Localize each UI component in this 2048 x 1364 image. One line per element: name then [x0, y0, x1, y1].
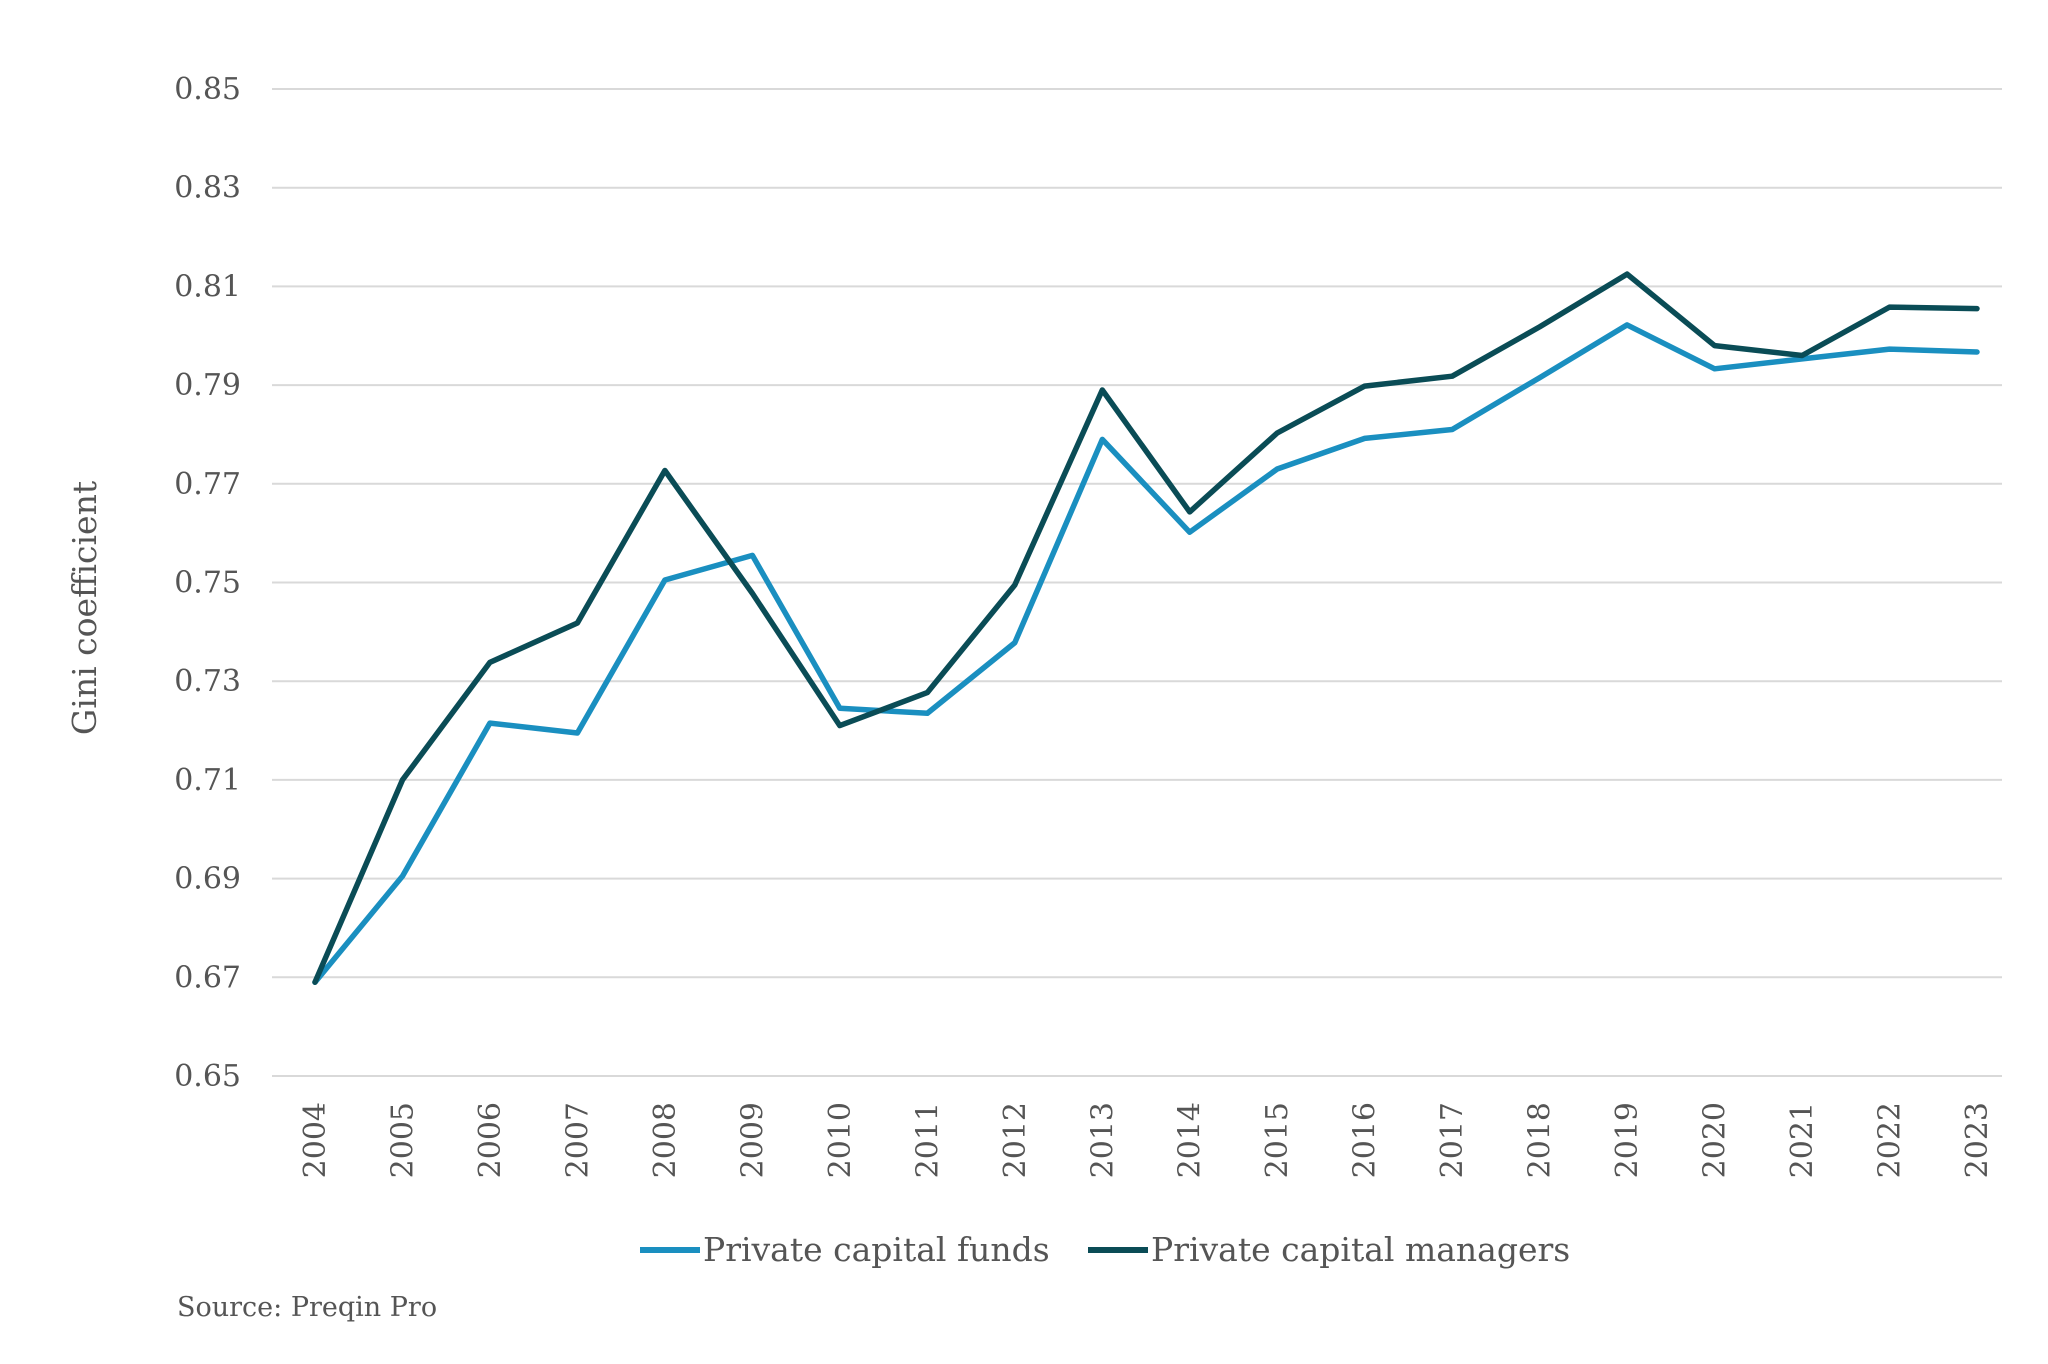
- y-axis-tick-labels: 0.65 0.67 0.69 0.71 0.73 0.75 0.77 0.79 0.81 0.83…: [174, 72, 241, 1094]
- gridlines: [272, 88, 2002, 1077]
- series-line-private-capital-managers: [312, 271, 1980, 985]
- x-tick-label-2014: 2014: [1173, 1102, 1208, 1178]
- y-tick-label: 0.73: [174, 664, 241, 699]
- y-axis-title: Gini coefficient: [65, 481, 104, 735]
- y-tick-label: 0.77: [174, 467, 241, 502]
- x-tick-label-2012: 2012: [998, 1102, 1033, 1178]
- legend-label-private-capital-funds: Private capital funds: [703, 1230, 1050, 1269]
- legend-label-private-capital-managers: Private capital managers: [1151, 1230, 1570, 1269]
- source-note: Source: Preqin Pro: [177, 1292, 437, 1323]
- x-axis-tick-labels: 2004 2005 2006 2007 2008 2009 2010 2011 2012 2013…: [298, 1102, 1995, 1178]
- x-tick-label-2019: 2019: [1610, 1102, 1645, 1178]
- y-tick-label: 0.69: [174, 862, 241, 897]
- x-tick-label-2007: 2007: [560, 1102, 595, 1178]
- y-tick-label: 0.79: [174, 368, 241, 403]
- x-tick-label-2023: 2023: [1960, 1102, 1995, 1178]
- x-tick-label-2011: 2011: [910, 1102, 945, 1178]
- y-tick-label: 0.65: [174, 1059, 241, 1094]
- x-tick-label-2020: 2020: [1698, 1102, 1733, 1178]
- x-tick-label-2010: 2010: [823, 1102, 858, 1178]
- y-tick-label: 0.71: [174, 763, 241, 798]
- x-tick-label-2005: 2005: [385, 1102, 420, 1178]
- x-tick-label-2015: 2015: [1260, 1102, 1295, 1178]
- x-tick-label-2017: 2017: [1435, 1102, 1470, 1178]
- series-line-private-capital-funds: [312, 322, 1980, 985]
- x-tick-label-2004: 2004: [298, 1102, 333, 1178]
- y-tick-label: 0.75: [174, 566, 241, 601]
- legend: Private capital funds Private capital ma…: [640, 1230, 1570, 1269]
- y-tick-label: 0.67: [174, 960, 241, 995]
- data-series: [312, 271, 1980, 985]
- x-tick-label-2018: 2018: [1523, 1102, 1558, 1178]
- x-tick-label-2022: 2022: [1873, 1102, 1908, 1178]
- x-tick-label-2016: 2016: [1348, 1102, 1383, 1178]
- y-tick-label: 0.85: [174, 72, 241, 107]
- y-tick-label: 0.83: [174, 171, 241, 206]
- x-tick-label-2021: 2021: [1785, 1102, 1820, 1178]
- x-tick-label-2008: 2008: [648, 1102, 683, 1178]
- x-tick-label-2013: 2013: [1085, 1102, 1120, 1178]
- x-tick-label-2009: 2009: [735, 1102, 770, 1178]
- x-tick-label-2006: 2006: [473, 1102, 508, 1178]
- y-tick-label: 0.81: [174, 269, 241, 304]
